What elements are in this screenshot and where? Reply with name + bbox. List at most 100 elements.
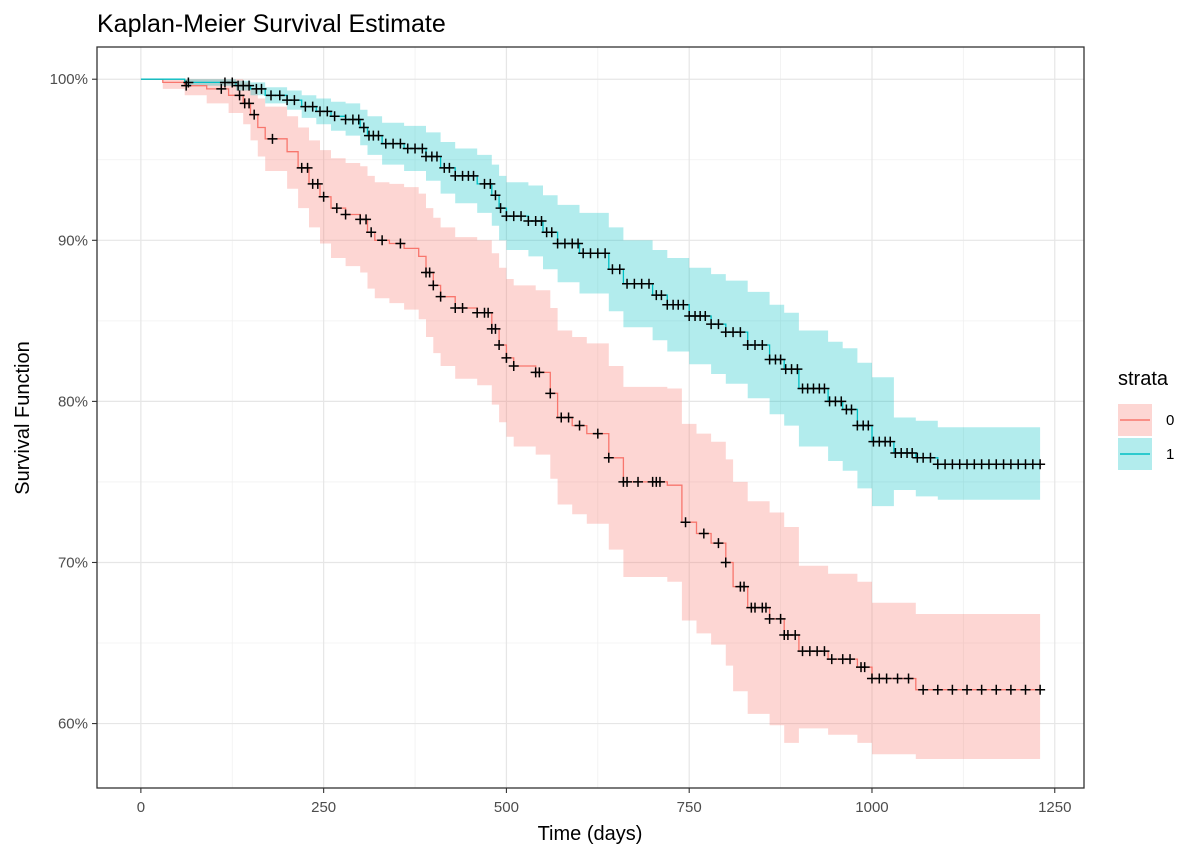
censor-mark <box>775 354 786 365</box>
censor-mark <box>1020 684 1031 695</box>
censor-mark <box>331 203 342 214</box>
censor-mark <box>720 557 731 568</box>
censor-mark <box>227 77 238 88</box>
censor-mark <box>991 684 1002 695</box>
y-tick-label: 70% <box>58 554 88 571</box>
censor-mark <box>256 83 267 94</box>
censor-mark <box>234 90 245 101</box>
y-tick-label: 80% <box>58 393 88 410</box>
plot-border <box>96 46 1085 789</box>
confidence-band-1 <box>140 79 1041 507</box>
censor-mark <box>962 684 973 695</box>
censor-mark <box>302 162 313 173</box>
censor-mark <box>775 613 786 624</box>
censor-mark <box>573 238 584 249</box>
censor-mark <box>885 436 896 447</box>
x-axis-title: Time (days) <box>538 823 643 845</box>
x-tick-label: 750 <box>677 799 702 816</box>
censor-mark <box>431 151 442 162</box>
censor-mark <box>274 90 285 101</box>
censor-mark <box>826 654 837 665</box>
censor-mark <box>863 420 874 431</box>
censor-mark <box>534 367 545 378</box>
censor-mark <box>329 111 340 122</box>
censor-mark <box>424 267 435 278</box>
censor-mark <box>244 98 255 109</box>
censor-mark <box>892 673 903 684</box>
censor-mark <box>907 447 918 458</box>
censor-mark <box>307 101 318 112</box>
x-tick-label: 1000 <box>855 799 888 816</box>
chart-title: Kaplan-Meier Survival Estimate <box>97 10 446 38</box>
y-axis-title: Survival Function <box>12 341 34 494</box>
censor-mark <box>485 178 496 189</box>
censor-mark <box>592 428 603 439</box>
y-tick-label: 60% <box>58 716 88 733</box>
censor-mark <box>600 248 611 259</box>
censor-mark <box>846 404 857 415</box>
censor-mark <box>546 227 557 238</box>
censor-mark <box>1035 684 1046 695</box>
censor-mark <box>819 383 830 394</box>
censor-mark <box>536 215 547 226</box>
censor-mark <box>925 452 936 463</box>
censor-mark <box>267 133 278 144</box>
censor-mark <box>1005 684 1016 695</box>
censor-mark <box>435 291 446 302</box>
y-axis: 60% 70% 80% 90% 100% <box>50 71 97 733</box>
legend: strata 0 1 <box>1118 368 1174 470</box>
censor-mark <box>574 420 585 431</box>
censor-mark <box>495 203 506 214</box>
x-tick-label: 0 <box>137 799 145 816</box>
censor-mark <box>289 95 300 106</box>
censor-mark <box>468 170 479 181</box>
censor-mark <box>494 340 505 351</box>
x-tick-label: 500 <box>494 799 519 816</box>
censor-mark <box>947 684 958 695</box>
y-tick-label: 100% <box>50 71 88 88</box>
censor-mark <box>836 396 847 407</box>
censor-mark <box>932 684 943 695</box>
legend-label-1: 1 <box>1166 446 1174 463</box>
confidence-bands <box>140 79 1041 759</box>
censor-mark <box>622 476 633 487</box>
censor-mark <box>792 364 803 375</box>
censor-mark <box>563 412 574 423</box>
censor-mark <box>903 673 914 684</box>
censor-mark <box>603 452 614 463</box>
censor-mark <box>739 581 750 592</box>
censor-mark <box>918 684 929 695</box>
censor-mark <box>654 476 665 487</box>
censor-mark <box>656 290 667 301</box>
censor-mark <box>483 307 494 318</box>
censor-mark <box>713 538 724 549</box>
censor-mark <box>501 352 512 363</box>
confidence-band-0 <box>140 79 1041 759</box>
censor-mark <box>322 106 333 117</box>
censor-mark <box>881 673 892 684</box>
censor-mark <box>545 388 556 399</box>
censor-mark <box>366 227 377 238</box>
censor-mark <box>312 178 323 189</box>
censor-mark <box>490 190 501 201</box>
grid <box>97 47 1084 788</box>
censor-mark <box>395 238 406 249</box>
censor-mark <box>859 662 870 673</box>
y-tick-label: 90% <box>58 232 88 249</box>
censor-mark <box>444 162 455 173</box>
censor-mark <box>490 323 501 334</box>
censor-mark <box>373 130 384 141</box>
censor-mark <box>614 264 625 275</box>
censor-mark <box>760 602 771 613</box>
plot-panel <box>97 47 1084 788</box>
censor-mark <box>845 654 856 665</box>
censor-mark <box>700 311 711 322</box>
censor-mark <box>516 211 527 222</box>
x-tick-label: 250 <box>311 799 336 816</box>
censor-mark <box>1035 459 1046 470</box>
censor-mark <box>361 214 372 225</box>
censor-mark <box>417 143 428 154</box>
censor-mark <box>183 77 194 88</box>
legend-label-0: 0 <box>1166 412 1174 429</box>
